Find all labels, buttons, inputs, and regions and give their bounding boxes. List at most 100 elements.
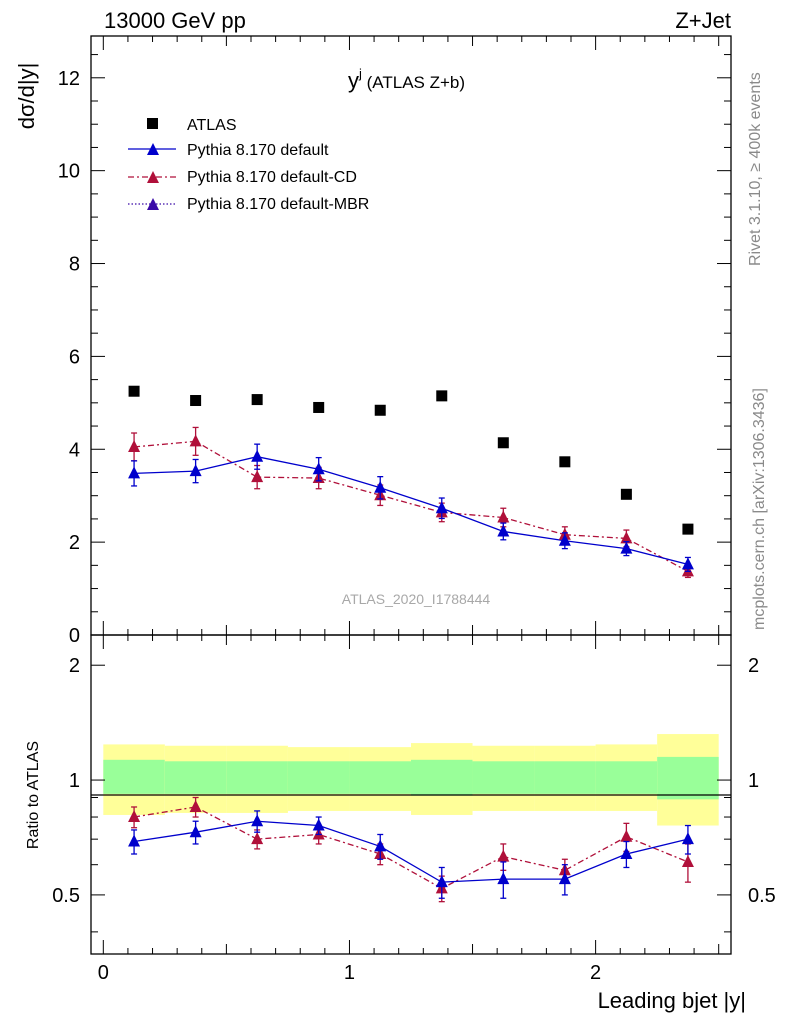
band-inner-bin	[411, 759, 473, 796]
main-ytick-label: 8	[69, 254, 80, 276]
cd-ratio-point	[497, 849, 510, 862]
default-ratio-point	[251, 814, 264, 827]
main-ticks: 0 2 4 6 8 10 12	[58, 54, 731, 647]
cd-point	[189, 434, 202, 447]
band-inner-bin	[103, 759, 165, 794]
default-ratio-point	[435, 875, 448, 888]
default-ratio-point	[189, 825, 202, 838]
atlas-point	[313, 401, 325, 413]
default-point	[620, 541, 633, 554]
cd-ratio-point	[681, 854, 694, 867]
default-ratio-point	[374, 839, 387, 852]
main-title-var: y	[348, 68, 359, 93]
atlas-point	[620, 488, 632, 500]
mcplots-label: mcplots.cern.ch [arXiv:1306.3436]	[751, 388, 768, 630]
main-ytick-label: 6	[69, 346, 80, 368]
atlas-point	[436, 390, 448, 402]
cd-point	[128, 439, 141, 452]
header-left: 13000 GeV pp	[104, 8, 246, 33]
legend-marker-default	[147, 143, 159, 155]
cd-point	[497, 510, 510, 523]
atlas-point	[497, 437, 509, 449]
main-ytick-label: 2	[69, 532, 80, 554]
band-inner-bin	[287, 761, 350, 794]
cd-ratio-point	[128, 810, 141, 823]
band-inner-bin	[595, 761, 658, 794]
default-ratio-point	[558, 872, 571, 885]
atlas-point	[559, 456, 571, 468]
main-ytick-label: 12	[58, 68, 80, 90]
default-point	[128, 466, 141, 479]
ratio-ytick-label-right: 0.5	[748, 885, 776, 907]
ratio-panel: 0.5 0.5 1 1 2 2 Ratio to ATLAS	[25, 634, 776, 955]
main-ytick-label: 4	[69, 439, 80, 461]
ratio-series-layer	[128, 796, 694, 903]
default-point	[312, 462, 325, 475]
header-right: Z+Jet	[675, 8, 731, 33]
legend: ATLAS Pythia 8.170 default Pythia 8.170 …	[128, 117, 369, 213]
x-tick-label: 2	[590, 962, 601, 984]
ratio-ytick-label-right: 1	[748, 770, 759, 792]
atlas-point	[128, 385, 140, 397]
main-ytick-label: 10	[58, 161, 80, 183]
default-point	[681, 557, 694, 570]
x-tick-label: 0	[98, 962, 109, 984]
cd-ratio-point	[620, 829, 633, 842]
ratio-ytick-label-left: 1	[69, 770, 80, 792]
legend-marker-atlas	[147, 118, 158, 129]
ratio-band-layer	[103, 734, 719, 826]
main-title: yj (ATLAS Z+b)	[348, 66, 465, 93]
default-line	[134, 456, 689, 566]
x-axis: 0 1 2	[98, 36, 720, 984]
cd-line	[134, 440, 689, 572]
band-inner-bin	[349, 761, 411, 794]
default-ratio-point	[497, 872, 510, 885]
default-ratio-point	[681, 832, 694, 845]
default-point	[374, 480, 387, 493]
default-ratio-line	[133, 820, 689, 883]
default-point	[558, 533, 571, 546]
band-inner-bin	[226, 761, 288, 794]
default-ratio-point	[312, 818, 325, 831]
ratio-ytick-label-right: 2	[748, 655, 759, 677]
band-inner-bin	[164, 761, 227, 794]
atlas-point	[190, 395, 202, 407]
x-axis-label: Leading bjet |y|	[598, 988, 746, 1013]
x-tick-label: 1	[344, 962, 355, 984]
ratio-ticks: 0.5 0.5 1 1 2 2	[52, 655, 776, 933]
atlas-point	[682, 523, 694, 535]
atlas-point	[374, 404, 386, 416]
atlas-point	[251, 394, 263, 406]
legend-label-default: Pythia 8.170 default	[187, 142, 329, 159]
main-title-rest: (ATLAS Z+b)	[362, 73, 465, 92]
main-ytick-label: 0	[69, 625, 80, 647]
default-point	[189, 464, 202, 477]
main-ylabel: dσ/d|y|	[14, 63, 39, 130]
default-ratio-point	[128, 834, 141, 847]
default-point	[435, 501, 448, 514]
main-series-layer	[128, 385, 694, 579]
legend-label-atlas: ATLAS	[187, 117, 237, 134]
cd-ratio-line	[133, 806, 689, 890]
band-inner-bin	[657, 756, 719, 800]
legend-marker-cd	[147, 171, 159, 183]
ratio-ylabel: Ratio to ATLAS	[25, 741, 42, 849]
ratio-ytick-label-left: 0.5	[52, 885, 80, 907]
ratio-frame	[90, 634, 732, 955]
legend-label-cd: Pythia 8.170 default-CD	[187, 169, 357, 186]
cd-ratio-point	[251, 832, 264, 845]
ratio-ytick-label-left: 2	[69, 655, 80, 677]
band-inner-bin	[534, 761, 596, 794]
default-point	[251, 449, 264, 462]
legend-label-mbr: Pythia 8.170 default-MBR	[187, 196, 369, 213]
cd-point	[251, 470, 264, 483]
main-panel: 0 2 4 6 8 10 12 dσ/d|y| yj (ATLAS Z+b) ATLAS_2…	[14, 35, 732, 647]
band-inner-bin	[472, 761, 535, 794]
rivet-label: Rivet 3.1.10, ≥ 400k events	[747, 72, 764, 266]
default-point	[497, 524, 510, 537]
cd-point	[620, 531, 633, 544]
cd-ratio-point	[189, 799, 202, 812]
main-title-sup: j	[358, 66, 362, 81]
legend-marker-mbr	[147, 198, 159, 210]
